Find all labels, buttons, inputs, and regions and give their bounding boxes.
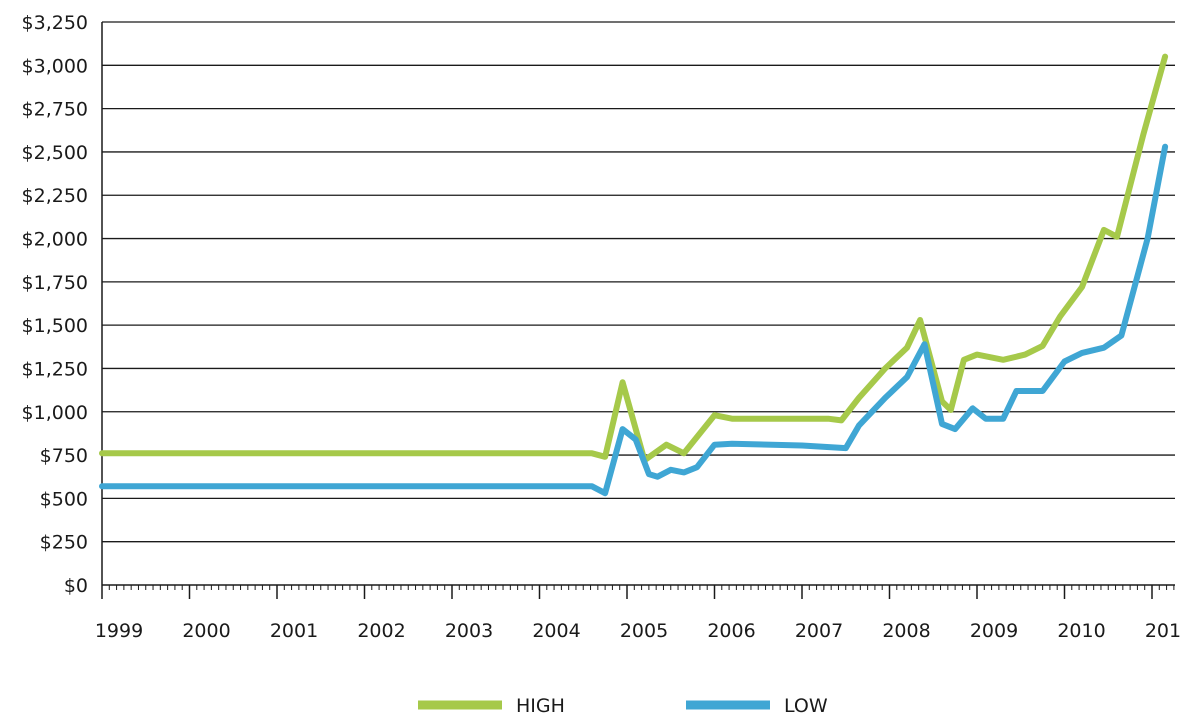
y-tick-label: $250 xyxy=(40,532,88,554)
y-tick-label: $1,500 xyxy=(22,315,88,337)
x-tick-label: 2009 xyxy=(970,620,1018,642)
y-tick-label: $500 xyxy=(40,488,88,510)
legend-label-high: HIGH xyxy=(516,695,565,717)
x-tick-label: 2001 xyxy=(270,620,318,642)
x-tick-label: 2000 xyxy=(182,620,230,642)
y-tick-label: $2,250 xyxy=(22,185,88,207)
gridlines xyxy=(102,21,1175,543)
y-tick-label: $3,250 xyxy=(22,12,88,34)
y-axis: $0 $250 $500 $750 $1,000 $1,250 $1,500 $1,750 $2… xyxy=(22,12,103,597)
x-tick-label: 2005 xyxy=(620,620,668,642)
y-tick-label: $3,000 xyxy=(22,55,88,77)
series-line-low xyxy=(99,143,1169,497)
legend: HIGH LOW xyxy=(418,695,828,717)
y-tick-label: $0 xyxy=(64,575,88,597)
x-tick-label: 2007 xyxy=(795,620,843,642)
x-tick-label: 2006 xyxy=(707,620,755,642)
x-tick-label: 2010 xyxy=(1057,620,1105,642)
x-tick-label: 2002 xyxy=(357,620,405,642)
y-tick-label: $2,500 xyxy=(22,142,88,164)
series-lines xyxy=(99,53,1169,497)
x-tick-label: 2008 xyxy=(882,620,930,642)
series-line-high xyxy=(99,53,1169,464)
y-tick-label: $2,750 xyxy=(22,99,88,121)
x-tick-label: 2011 xyxy=(1145,620,1180,642)
y-tick-label: $1,250 xyxy=(22,358,88,380)
y-tick-label: $1,750 xyxy=(22,272,88,294)
x-tick-label: 2003 xyxy=(445,620,493,642)
y-tick-label: $1,000 xyxy=(22,402,88,424)
legend-label-low: LOW xyxy=(784,695,828,717)
x-tick-label: 2004 xyxy=(532,620,580,642)
x-tick-label: 1999 xyxy=(95,620,143,642)
y-tick-label: $750 xyxy=(40,445,88,467)
x-axis: 1999 2000 2001 2002 2003 2004 2005 2006 2007 2008… xyxy=(95,584,1180,642)
y-tick-label: $2,000 xyxy=(22,229,88,251)
